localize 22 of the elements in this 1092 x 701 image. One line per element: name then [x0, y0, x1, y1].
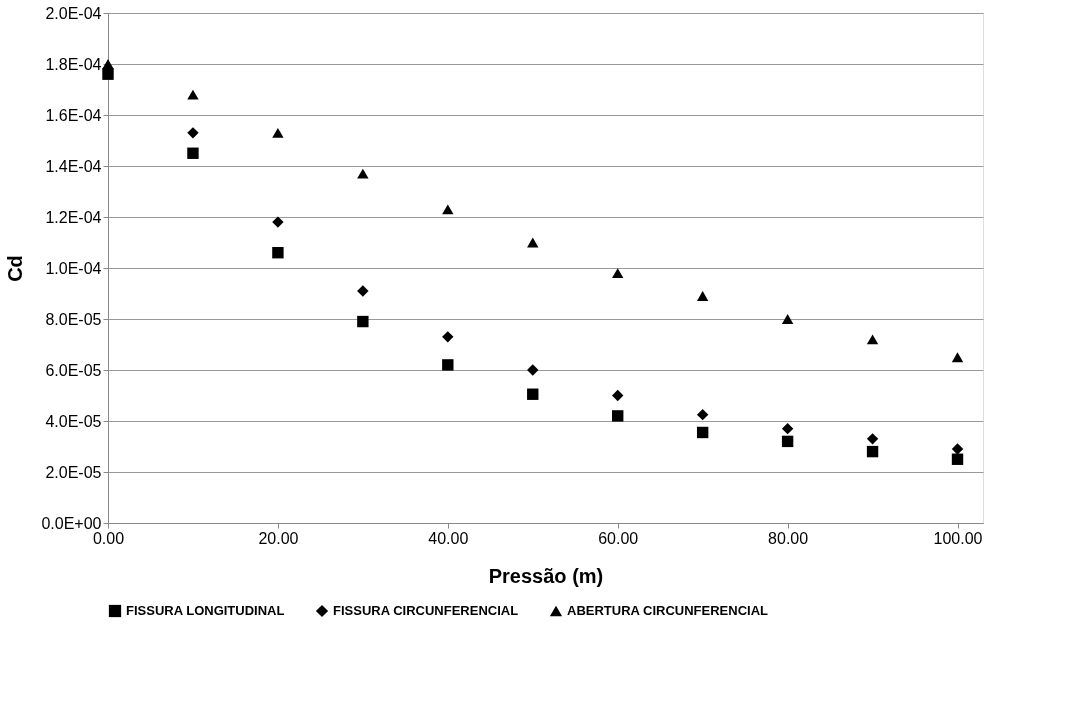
x-axis-title: Pressão (m): [488, 564, 604, 587]
y-tick-label: 4.0E-05: [45, 412, 102, 430]
y-tick-label: 1.6E-04: [45, 106, 102, 124]
y-tick-label: 1.2E-04: [45, 208, 102, 226]
y-tick-label: 8.0E-05: [45, 310, 102, 328]
legend-label: FISSURA LONGITUDINAL: [126, 603, 285, 618]
y-tick-label: 0.0E+00: [41, 514, 102, 532]
x-tick-label: 100.00: [933, 529, 983, 547]
y-tick-label: 1.0E-04: [45, 259, 102, 277]
x-tick-label: 60.00: [598, 529, 639, 547]
legend-label: ABERTURA CIRCUNFERENCIAL: [567, 603, 769, 618]
x-tick-label: 0.00: [92, 529, 125, 547]
y-tick-label: 6.0E-05: [45, 361, 102, 379]
y-tick-label: 2.0E-05: [45, 463, 102, 481]
y-axis-title: Cd: [4, 255, 27, 282]
x-tick-label: 20.00: [258, 529, 299, 547]
x-tick-label: 40.00: [428, 529, 469, 547]
y-tick-label: 1.4E-04: [45, 157, 102, 175]
x-tick-label: 80.00: [768, 529, 809, 547]
y-tick-label: 1.8E-04: [45, 55, 102, 73]
legend-label: FISSURA CIRCUNFERENCIAL: [333, 603, 519, 618]
y-tick-label: 2.0E-04: [45, 4, 102, 22]
